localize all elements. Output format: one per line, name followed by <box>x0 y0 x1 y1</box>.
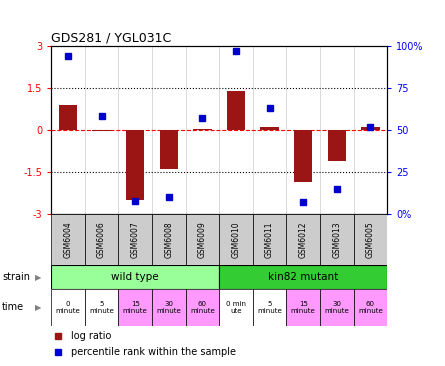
Text: 0 min
ute: 0 min ute <box>226 301 246 314</box>
Text: wild type: wild type <box>111 272 159 282</box>
Bar <box>118 289 152 326</box>
Text: 30
minute: 30 minute <box>324 301 349 314</box>
Text: GSM6006: GSM6006 <box>97 221 106 258</box>
Text: percentile rank within the sample: percentile rank within the sample <box>71 347 236 357</box>
Text: GSM6011: GSM6011 <box>265 221 274 258</box>
Text: kin82 mutant: kin82 mutant <box>268 272 338 282</box>
Bar <box>51 289 85 326</box>
Bar <box>193 128 212 130</box>
Text: GSM6010: GSM6010 <box>231 221 240 258</box>
Bar <box>51 214 85 265</box>
Bar <box>227 91 245 130</box>
Bar <box>328 130 346 161</box>
Bar <box>320 214 354 265</box>
Text: strain: strain <box>2 272 30 282</box>
Bar <box>159 130 178 169</box>
Text: GSM6008: GSM6008 <box>164 221 173 258</box>
Text: GSM6007: GSM6007 <box>131 221 140 258</box>
Bar <box>118 214 152 265</box>
Bar <box>253 214 287 265</box>
Bar <box>186 289 219 326</box>
Bar <box>219 289 253 326</box>
Text: GSM6004: GSM6004 <box>64 221 73 258</box>
Bar <box>320 289 354 326</box>
Text: 0
minute: 0 minute <box>56 301 81 314</box>
Text: time: time <box>2 302 24 313</box>
Text: 60
minute: 60 minute <box>358 301 383 314</box>
Bar <box>85 289 118 326</box>
Text: GSM6013: GSM6013 <box>332 221 341 258</box>
Bar <box>353 289 387 326</box>
Bar <box>253 289 287 326</box>
Bar <box>126 130 145 200</box>
Bar <box>361 127 380 130</box>
Text: 30
minute: 30 minute <box>156 301 181 314</box>
Text: GSM6005: GSM6005 <box>366 221 375 258</box>
Bar <box>51 265 219 289</box>
Bar <box>85 214 118 265</box>
Text: GDS281 / YGL031C: GDS281 / YGL031C <box>51 31 171 45</box>
Text: 5
minute: 5 minute <box>257 301 282 314</box>
Bar <box>260 127 279 130</box>
Bar <box>219 214 253 265</box>
Bar <box>152 214 186 265</box>
Text: GSM6012: GSM6012 <box>299 221 307 258</box>
Text: ▶: ▶ <box>35 273 41 282</box>
Bar <box>92 130 111 131</box>
Bar <box>59 105 77 130</box>
Bar <box>186 214 219 265</box>
Bar <box>287 214 320 265</box>
Text: 60
minute: 60 minute <box>190 301 215 314</box>
Text: 15
minute: 15 minute <box>291 301 316 314</box>
Text: log ratio: log ratio <box>71 331 112 341</box>
Bar <box>219 265 387 289</box>
Bar <box>152 289 186 326</box>
Text: 15
minute: 15 minute <box>123 301 148 314</box>
Bar <box>353 214 387 265</box>
Text: GSM6009: GSM6009 <box>198 221 207 258</box>
Bar <box>294 130 312 182</box>
Text: ▶: ▶ <box>35 303 41 312</box>
Bar <box>287 289 320 326</box>
Text: 5
minute: 5 minute <box>89 301 114 314</box>
